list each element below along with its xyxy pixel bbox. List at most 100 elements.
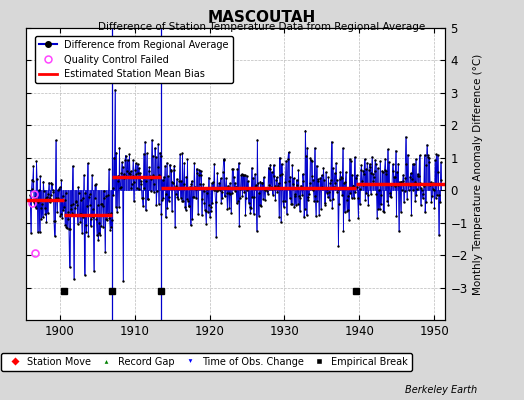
Point: [400, 199, 408, 206]
Point: [398, 178, 407, 184]
Point: [283, 185, 291, 192]
Point: [397, 208, 405, 215]
Point: [263, 184, 271, 191]
Point: [198, 212, 206, 219]
Point: [92, 216, 101, 222]
Point: [139, 150, 148, 157]
Point: [81, 189, 89, 196]
Point: [37, 216, 46, 223]
Point: [332, 177, 341, 184]
Point: [378, 168, 387, 175]
Point: [269, 192, 277, 198]
Point: [394, 182, 402, 188]
Point: [365, 166, 373, 173]
Point: [358, 178, 366, 185]
Point: [152, 202, 160, 208]
Point: [361, 196, 369, 203]
Point: [299, 171, 307, 177]
Point: [380, 166, 389, 173]
Point: [329, 196, 337, 202]
Point: [282, 158, 290, 164]
Point: [228, 166, 236, 172]
Point: [118, 164, 127, 170]
Point: [237, 172, 245, 178]
Point: [196, 181, 204, 187]
Point: [259, 174, 268, 181]
Point: [30, 199, 38, 205]
Point: [280, 185, 288, 191]
Point: [277, 161, 286, 167]
Point: [385, 159, 393, 165]
Point: [134, 170, 143, 176]
Point: [426, 182, 434, 188]
Point: [68, 210, 76, 216]
Point: [379, 208, 388, 214]
Point: [371, 157, 379, 163]
Point: [135, 186, 144, 192]
Point: [257, 203, 265, 210]
Point: [304, 194, 313, 200]
Point: [368, 171, 377, 177]
Point: [154, 141, 162, 147]
Point: [414, 172, 423, 179]
Point: [26, 192, 35, 198]
Point: [233, 200, 241, 207]
Point: [309, 187, 318, 193]
Point: [372, 161, 380, 167]
Point: [344, 206, 352, 213]
Point: [387, 194, 396, 200]
Point: [246, 204, 254, 210]
Point: [430, 205, 439, 212]
Point: [434, 169, 442, 176]
Point: [51, 217, 59, 224]
Point: [245, 185, 254, 191]
Point: [279, 198, 287, 204]
Point: [424, 155, 433, 161]
Point: [80, 172, 88, 178]
Point: [204, 174, 213, 181]
Point: [229, 166, 237, 172]
Point: [372, 190, 380, 197]
Point: [135, 165, 143, 172]
Point: [110, 173, 118, 180]
Point: [288, 200, 296, 207]
Point: [239, 172, 248, 178]
Point: [77, 197, 85, 203]
Point: [146, 188, 155, 194]
Point: [34, 229, 42, 236]
Point: [369, 178, 378, 184]
Point: [123, 156, 132, 163]
Point: [419, 195, 427, 202]
Point: [405, 186, 413, 193]
Point: [336, 169, 344, 175]
Point: [38, 201, 46, 208]
Point: [144, 196, 152, 202]
Point: [180, 160, 189, 166]
Point: [314, 178, 323, 184]
Point: [431, 157, 439, 163]
Point: [132, 170, 140, 177]
Point: [225, 204, 234, 211]
Point: [92, 181, 100, 187]
Point: [247, 205, 255, 211]
Point: [159, 174, 168, 180]
Point: [417, 202, 425, 208]
Point: [373, 215, 381, 222]
Point: [87, 215, 95, 222]
Point: [227, 190, 236, 196]
Point: [391, 174, 399, 180]
Point: [60, 204, 68, 210]
Point: [155, 201, 163, 207]
Point: [123, 168, 131, 174]
Point: [102, 193, 111, 200]
Point: [187, 222, 195, 228]
Point: [140, 184, 149, 191]
Point: [168, 179, 177, 185]
Point: [222, 175, 231, 182]
Point: [113, 208, 121, 215]
Point: [131, 166, 139, 173]
Point: [191, 184, 199, 190]
Point: [359, 168, 367, 174]
Point: [151, 145, 159, 151]
Point: [335, 176, 344, 182]
